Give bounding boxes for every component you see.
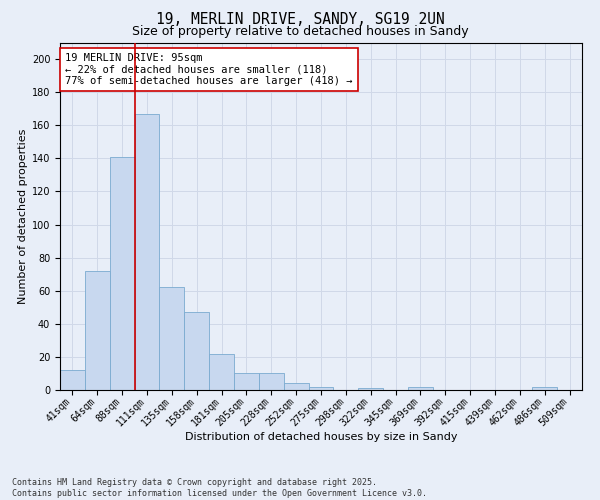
Bar	[358, 388, 383, 390]
Bar	[532, 386, 557, 390]
Text: 19 MERLIN DRIVE: 95sqm
← 22% of detached houses are smaller (118)
77% of semi-de: 19 MERLIN DRIVE: 95sqm ← 22% of detached…	[65, 53, 353, 86]
Bar	[408, 386, 433, 390]
Bar	[308, 386, 334, 390]
Bar	[259, 374, 284, 390]
Text: Contains HM Land Registry data © Crown copyright and database right 2025.
Contai: Contains HM Land Registry data © Crown c…	[12, 478, 427, 498]
Bar	[209, 354, 234, 390]
Bar	[134, 114, 160, 390]
X-axis label: Distribution of detached houses by size in Sandy: Distribution of detached houses by size …	[185, 432, 457, 442]
Bar	[110, 156, 134, 390]
Text: Size of property relative to detached houses in Sandy: Size of property relative to detached ho…	[131, 25, 469, 38]
Bar	[160, 288, 184, 390]
Y-axis label: Number of detached properties: Number of detached properties	[17, 128, 28, 304]
Bar	[284, 384, 308, 390]
Bar	[234, 374, 259, 390]
Bar	[85, 271, 110, 390]
Bar	[184, 312, 209, 390]
Bar	[60, 370, 85, 390]
Text: 19, MERLIN DRIVE, SANDY, SG19 2UN: 19, MERLIN DRIVE, SANDY, SG19 2UN	[155, 12, 445, 28]
